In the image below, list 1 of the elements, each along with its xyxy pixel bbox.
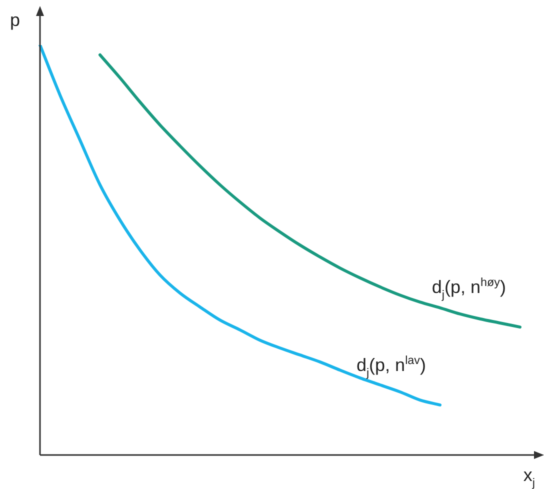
y-axis-title: p (10, 10, 20, 30)
